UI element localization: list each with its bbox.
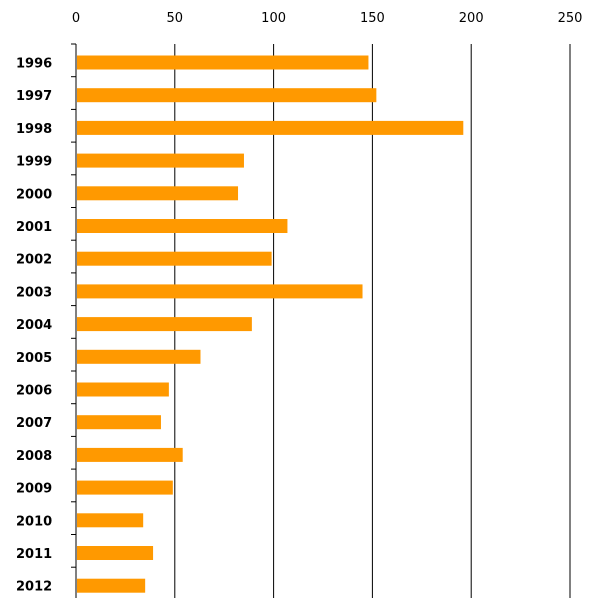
- category-label-2012: 2012: [16, 580, 52, 595]
- bar-2010: [77, 513, 144, 528]
- bar-2000: [77, 186, 239, 201]
- bar-2001: [77, 219, 288, 233]
- bar-2011: [77, 546, 154, 560]
- x-tick-label-200: 200: [459, 11, 484, 26]
- category-label-1999: 1999: [16, 155, 52, 170]
- x-tick-labels: 0 50 100 150 200 250: [72, 11, 583, 26]
- bar-2007: [77, 415, 161, 430]
- category-label-2008: 2008: [16, 449, 52, 464]
- grid-lines: [174, 44, 571, 598]
- category-labels: 1996 1997 1998 1999 2000 2001 2002 2003 2004 2005…: [16, 57, 52, 595]
- category-label-1997: 1997: [16, 89, 52, 104]
- bar-1999: [77, 153, 244, 168]
- category-label-2000: 2000: [16, 187, 52, 202]
- bar-2008: [77, 447, 183, 462]
- x-tick-label-0: 0: [72, 11, 80, 26]
- y-axis: [71, 43, 77, 598]
- category-label-2009: 2009: [16, 482, 52, 497]
- category-label-2010: 2010: [16, 514, 52, 529]
- category-label-2003: 2003: [16, 285, 52, 300]
- bars: [77, 55, 464, 593]
- bar-2005: [77, 349, 201, 364]
- bar-1997: [77, 88, 377, 103]
- category-label-1996: 1996: [16, 57, 52, 72]
- category-label-2011: 2011: [16, 547, 52, 562]
- category-label-2007: 2007: [16, 416, 52, 431]
- bar-2009: [77, 480, 173, 495]
- x-tick-label-50: 50: [167, 11, 184, 26]
- category-label-2001: 2001: [16, 220, 52, 235]
- bar-2002: [77, 251, 272, 266]
- x-tick-label-150: 150: [360, 11, 385, 26]
- bar-2003: [77, 284, 363, 299]
- bar-1998: [77, 120, 464, 135]
- category-label-1998: 1998: [16, 122, 52, 137]
- bar-2004: [77, 317, 252, 332]
- x-tick-label-250: 250: [558, 11, 583, 26]
- bar-1996: [77, 55, 369, 70]
- category-label-2002: 2002: [16, 253, 52, 268]
- bar-2006: [77, 382, 169, 397]
- category-label-2004: 2004: [16, 318, 52, 333]
- category-label-2005: 2005: [16, 351, 52, 366]
- x-tick-label-100: 100: [261, 11, 286, 26]
- bar-2012: [77, 578, 146, 593]
- category-label-2006: 2006: [16, 384, 52, 399]
